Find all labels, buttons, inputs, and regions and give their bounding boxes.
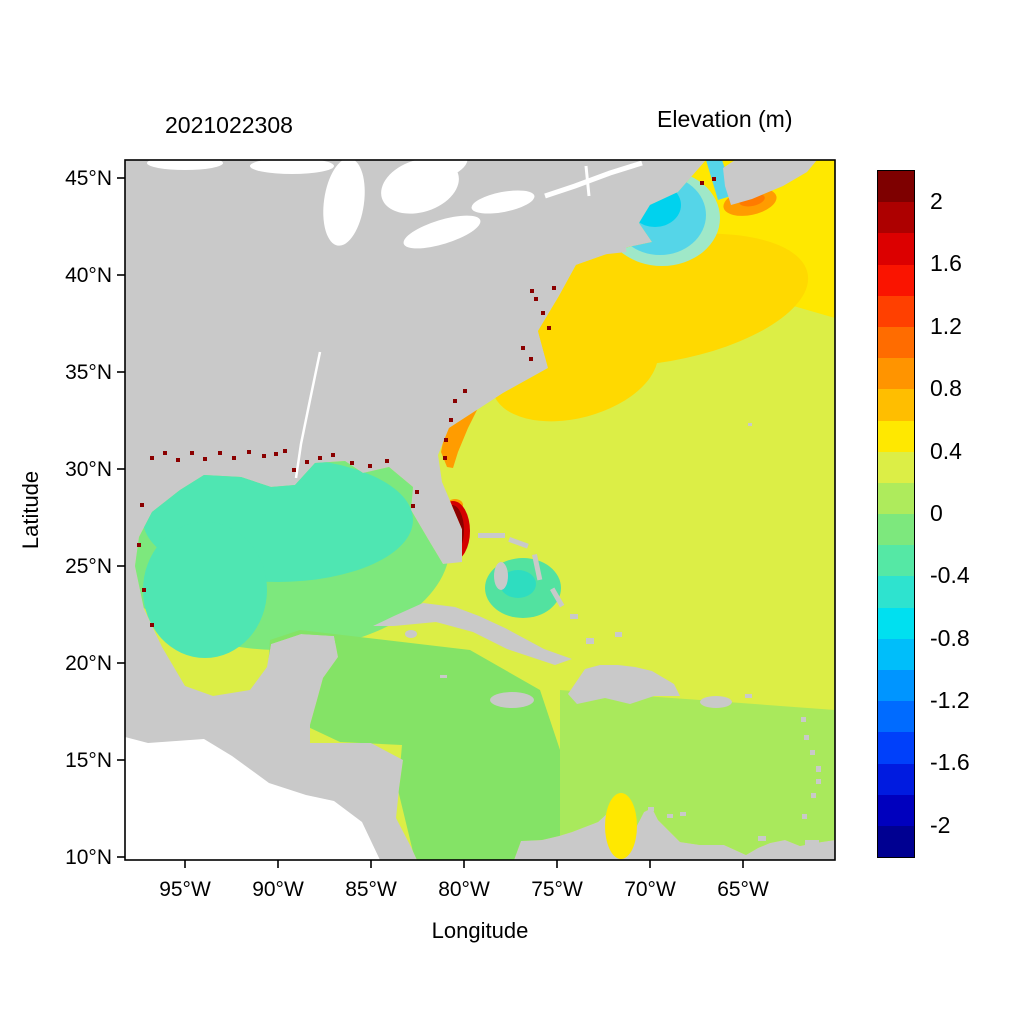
east-coast-speckles	[411, 177, 716, 508]
turks	[615, 632, 622, 637]
cb-label-0p8: 0.8	[930, 375, 962, 401]
x-tick-90w: 90°W	[252, 878, 304, 901]
colorbar-cell	[878, 295, 914, 327]
inagua	[586, 638, 594, 644]
acklins	[570, 614, 578, 619]
colorbar-cell	[878, 701, 914, 733]
timestamp-title: 2021022308	[165, 112, 293, 138]
north-lakes-1	[147, 160, 223, 170]
st-lawrence-river	[544, 160, 643, 199]
colorbar-cell	[878, 233, 914, 265]
x-tick-80w: 80°W	[438, 878, 490, 901]
bahama-bank-core	[500, 570, 536, 598]
bermuda	[748, 423, 752, 426]
mississippi-river	[294, 351, 322, 479]
colorbar-cell	[878, 607, 914, 639]
cb-label-0p4: 0.4	[930, 438, 962, 464]
x-tick-70w: 70°W	[624, 878, 676, 901]
colorbar-cell	[878, 670, 914, 702]
hispaniola	[568, 665, 680, 704]
campeche-turquoise	[143, 522, 267, 658]
north-lakes-2	[250, 160, 334, 174]
y-tick-25n: 25°N	[65, 555, 112, 578]
y-tick-10n: 10°N	[65, 846, 112, 869]
cb-label-1p2: 1.2	[930, 313, 962, 339]
cb-label-m2: -2	[930, 812, 951, 838]
tick-marks	[117, 177, 744, 868]
abaco	[508, 537, 529, 549]
colorbar-cell	[878, 638, 914, 670]
lake-champlain	[584, 165, 591, 197]
y-tick-35n: 35°N	[65, 361, 112, 384]
maracaibo-yellow-blob	[605, 793, 637, 859]
andros	[494, 562, 508, 590]
cuba	[373, 603, 572, 665]
x-tick-75w: 75°W	[531, 878, 583, 901]
x-axis-label: Longitude	[432, 918, 529, 943]
isle-of-youth	[405, 630, 417, 638]
colorbar-cell	[878, 514, 914, 546]
lake-michigan	[323, 160, 365, 246]
y-axis-label: Latitude	[18, 471, 43, 549]
lake-ontario	[471, 190, 535, 214]
grand-bahama	[478, 533, 505, 538]
long-island-bahamas	[550, 587, 565, 608]
x-tick-85w: 85°W	[345, 878, 397, 901]
georgian-bay	[426, 160, 468, 181]
lesser-antilles	[648, 694, 821, 852]
gulf-coast-speckles	[137, 449, 389, 627]
y-tick-40n: 40°N	[65, 264, 112, 287]
colorbar-title: Elevation (m)	[657, 106, 792, 132]
cb-label-1p6: 1.6	[930, 250, 962, 276]
eleuthera	[532, 553, 543, 581]
inland-water	[147, 160, 535, 249]
colorbar-cell	[878, 358, 914, 390]
colorbar-cell	[878, 825, 914, 858]
colorbar-cell	[878, 202, 914, 234]
jamaica	[490, 692, 534, 708]
lake-erie	[403, 215, 481, 249]
colorbar-cell	[878, 171, 914, 203]
colorbar-cell	[878, 326, 914, 359]
cb-label-m0p8: -0.8	[930, 625, 970, 651]
y-tick-45n: 45°N	[65, 167, 112, 190]
cb-label-m0p4: -0.4	[930, 562, 970, 588]
colorbar-cell	[878, 794, 914, 826]
colorbar-cell	[878, 576, 914, 608]
x-tick-95w: 95°W	[159, 878, 211, 901]
x-tick-65w: 65°W	[717, 878, 769, 901]
long-island	[598, 247, 627, 255]
colorbar-cell	[878, 420, 914, 452]
puerto-rico	[700, 696, 732, 708]
rivers	[294, 160, 643, 479]
y-tick-20n: 20°N	[65, 652, 112, 675]
y-tick-30n: 30°N	[65, 458, 112, 481]
nova-scotia	[723, 160, 817, 205]
islands	[373, 160, 821, 852]
y-tick-15n: 15°N	[65, 749, 112, 772]
west-caribbean-green	[268, 630, 560, 860]
colorbar-cell	[878, 451, 914, 483]
cb-label-0: 0	[930, 500, 943, 526]
cb-label-m1p2: -1.2	[930, 687, 970, 713]
colorbar-cell	[878, 763, 914, 795]
colorbar-cell	[878, 264, 914, 296]
colorbar-cells	[877, 170, 915, 858]
colorbar-cell	[878, 732, 914, 764]
pacific-unmodeled-region	[125, 737, 380, 860]
cb-label-2: 2	[930, 188, 943, 214]
colorbar-cell	[878, 482, 914, 515]
cayman	[440, 675, 447, 678]
colorbar-cell	[878, 389, 914, 421]
colorbar-cell	[878, 545, 914, 577]
plot-frame	[124, 159, 836, 861]
cb-label-m1p6: -1.6	[930, 749, 970, 775]
